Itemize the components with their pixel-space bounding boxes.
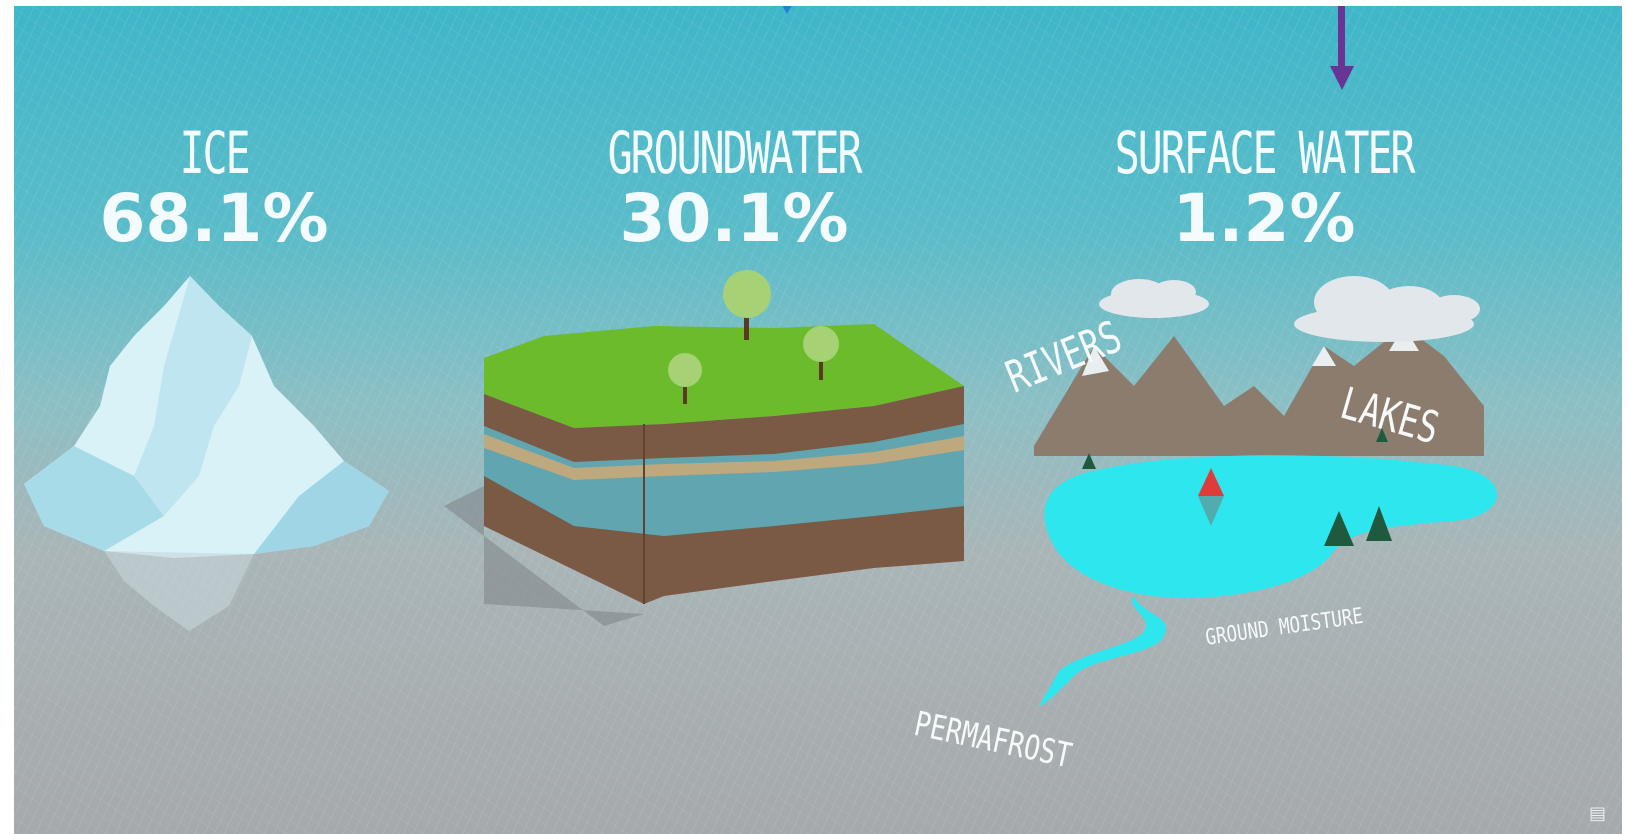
lake-icon: [1039, 455, 1498, 706]
tree-icon: [668, 270, 839, 404]
cloud-icon: [1099, 276, 1480, 342]
category-name: SURFACE WATER: [1114, 119, 1416, 187]
tree-icon: [1082, 428, 1392, 546]
blue-arrow-icon: [782, 6, 792, 14]
category-surface-water: SURFACE WATER 1.2%: [1054, 124, 1474, 253]
category-groundwater: GROUNDWATER 30.1%: [534, 124, 934, 253]
category-name: GROUNDWATER: [607, 119, 863, 187]
purple-arrow-icon: [1330, 66, 1354, 90]
sailboat-icon: [1198, 468, 1224, 526]
category-name: ICE: [179, 119, 251, 187]
infographic-frame: ICE 68.1% GROUNDWATER 30.1% SURFACE WATE…: [14, 6, 1622, 834]
watermark-icon: ▤: [1588, 803, 1606, 824]
category-percent: 30.1%: [619, 180, 849, 257]
soil-block-icon: [444, 324, 964, 626]
purple-arrow-shaft: [1338, 6, 1345, 66]
category-percent: 68.1%: [99, 180, 329, 257]
artwork-layer: [24, 6, 1498, 706]
category-ice: ICE 68.1%: [94, 124, 334, 253]
iceberg-icon: [24, 276, 389, 631]
category-percent: 1.2%: [1172, 180, 1356, 257]
